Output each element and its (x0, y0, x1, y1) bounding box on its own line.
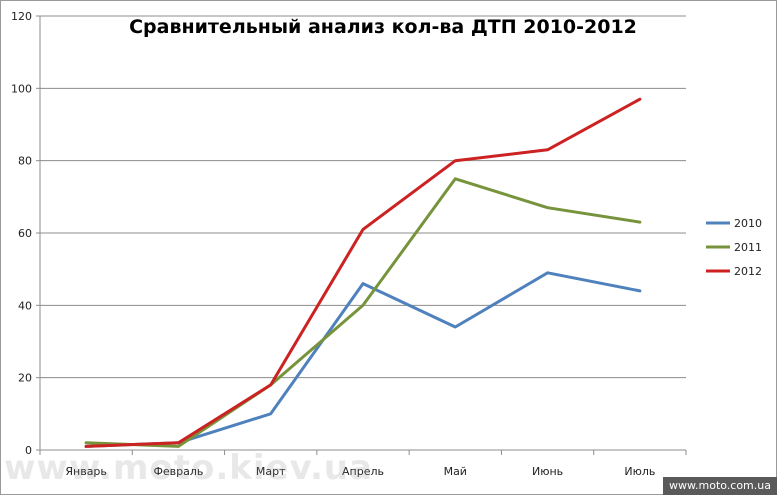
x-tick-label: Февраль (153, 465, 203, 478)
y-tick-label: 40 (18, 299, 32, 312)
site-badge: www.moto.com.ua (663, 477, 777, 495)
y-tick-label: 60 (18, 227, 32, 240)
x-tick-label: Июнь (532, 465, 563, 478)
y-tick-label: 100 (11, 82, 32, 95)
legend-label: 2012 (734, 265, 762, 278)
x-tick-label: Апрель (342, 465, 384, 478)
y-tick-label: 80 (18, 155, 32, 168)
legend-label: 2010 (734, 217, 762, 230)
legend-label: 2011 (734, 241, 762, 254)
y-tick-label: 120 (11, 10, 32, 23)
x-tick-labels: Январь Февраль Март Апрель Май Июнь Июль (65, 465, 655, 478)
gridlines (40, 15, 686, 379)
legend: 2010 2011 2012 (706, 217, 762, 278)
series-line-2011 (84, 177, 642, 448)
series-lines (84, 97, 642, 448)
x-tick-label: Январь (65, 465, 107, 478)
x-tick-label: Март (256, 465, 286, 478)
x-tick-label: Июль (624, 465, 655, 478)
y-tick-label: 20 (18, 372, 32, 385)
series-line-2012 (84, 97, 642, 448)
y-tick-labels: 0 20 40 60 80 100 120 (11, 10, 32, 457)
series-line-2010 (84, 271, 642, 448)
y-tick-label: 0 (25, 444, 32, 457)
axes (36, 15, 687, 455)
chart-title: Сравнительный анализ кол-ва ДТП 2010-201… (129, 16, 637, 38)
x-tick-label: Май (444, 465, 467, 478)
